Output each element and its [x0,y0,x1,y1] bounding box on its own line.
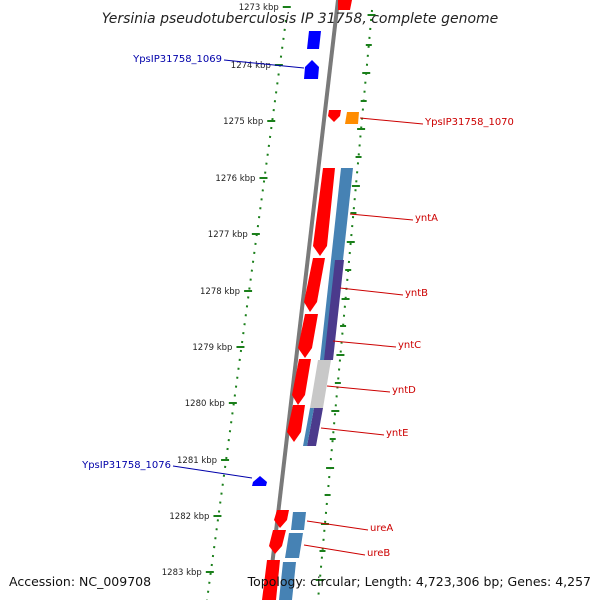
cds-yntD [292,359,311,405]
cds-yntA [313,168,335,256]
blast-similarity-track [279,168,353,600]
gene-label: yntB [405,288,428,299]
blast-bar-steel-4 [291,512,306,530]
tick-label: 1276 kbp [215,174,255,184]
kbp-ruler: 1273 kbp 1274 kbp 1275 kbp 1276 kbp 1277 kbp… [162,3,376,581]
gene-label: YpsIP31758_1069 [132,54,222,65]
gene-label: yntC [398,340,421,351]
leader-line [326,385,391,393]
feature-labels: YpsIP31758_1069 YpsIP31758_1076 YpsIP31758… [81,54,514,559]
tick-label: 1278 kbp [200,287,240,297]
cds-bottom-partial [262,560,280,600]
tick-label: 1275 kbp [223,117,263,127]
map-title: Yersinia pseudotuberculosis IP 31758, co… [102,11,499,27]
leader-line [303,544,366,556]
gene-label: yntE [386,428,409,439]
leader-line [339,287,404,296]
blast-bar-purple-2 [307,408,323,446]
tick-label: 1277 kbp [208,230,248,240]
tick-label: 1273 kbp [239,3,279,13]
genome-backbone [266,0,340,600]
blast-bar-steel-1 [331,168,353,260]
cds-yntC [298,314,318,358]
map-rings [206,0,373,600]
leader-line [306,520,369,531]
cds-yntB [304,258,325,312]
blast-bar-steel-6 [279,562,296,600]
cds-ureA [274,510,289,528]
topology-text: Topology: circular; Length: 4,723,306 bp… [247,574,591,589]
tick-label: 1274 kbp [231,61,271,71]
gene-label: ureB [367,548,390,559]
leader-line [223,59,305,69]
blast-bar-purple-1 [323,260,344,360]
gene-label: YpsIP31758_1076 [81,460,171,471]
cds-top-partial [338,0,352,10]
leader-line [359,117,424,125]
gene-label: YpsIP31758_1070 [424,117,514,128]
tick-label: 1281 kbp [177,456,217,466]
tick-label: 1279 kbp [192,343,232,353]
cds-YpsIP31758_1076 [252,476,267,486]
blast-bar-steel-5 [285,533,303,558]
cds-ureB [269,530,286,554]
tick-label: 1282 kbp [169,512,209,522]
cds-YpsIP31758_1070 [345,112,359,124]
leader-line [172,465,253,479]
leader-line [349,213,414,221]
cds-YpsIP31758_1069-a [307,31,321,49]
blast-bar-steel-2 [320,260,335,360]
gene-label: ureA [370,523,393,534]
leader-line [332,340,397,348]
gene-label: yntD [392,385,416,396]
cds-YpsIP31758_1069 [304,60,319,79]
accession-text: Accession: NC_009708 [9,574,151,589]
cds-yntE [287,405,305,442]
tick-label: 1283 kbp [162,568,202,578]
blast-bar-gray [310,360,331,408]
inner-dotted-ruler [206,19,287,600]
cds-track [252,0,359,600]
tick-label: 1280 kbp [185,399,225,409]
cds-reverse-small [328,110,341,122]
blast-bar-steel-3 [303,408,314,446]
leader-line [320,427,385,436]
gene-label: yntA [415,213,438,224]
